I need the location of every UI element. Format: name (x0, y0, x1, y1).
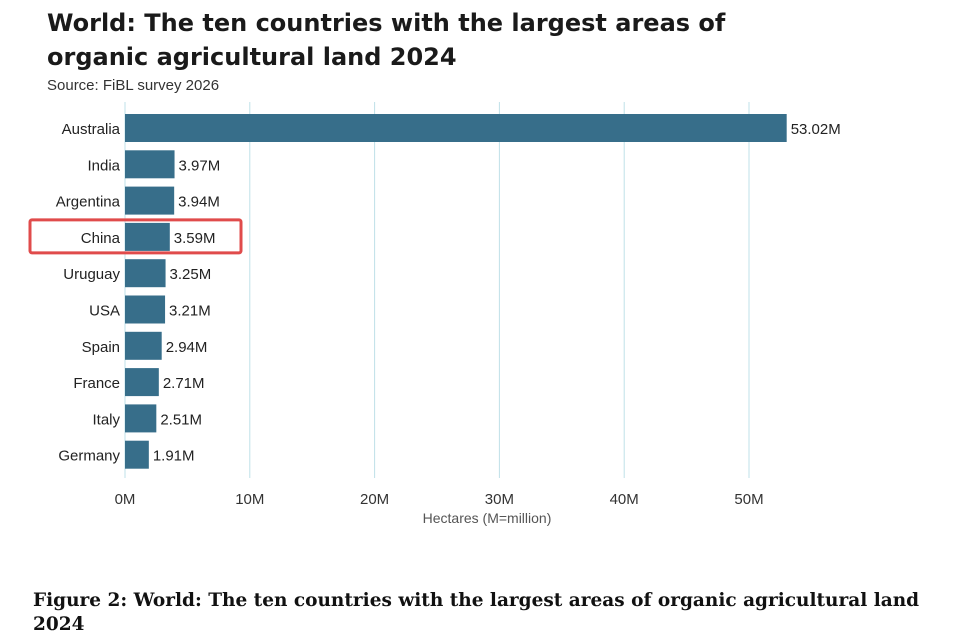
value-label: 3.25M (170, 266, 212, 283)
category-label: USA (89, 303, 120, 320)
category-label: Uruguay (63, 266, 120, 283)
x-axis-title: Hectares (M=million) (423, 510, 552, 526)
bar (125, 259, 166, 288)
bar (125, 295, 166, 324)
bar (125, 114, 787, 142)
category-label: France (73, 375, 120, 392)
category-label: China (81, 230, 121, 247)
category-label: Australia (62, 121, 121, 138)
category-label: Germany (58, 448, 120, 465)
bar (125, 368, 159, 397)
bar (125, 186, 175, 215)
x-tick-label: 40M (610, 491, 639, 508)
highlight-box (28, 218, 243, 255)
bar (125, 222, 170, 251)
figure-caption: Figure 2: World: The ten countries with … (33, 590, 920, 635)
category-label: Argentina (56, 194, 121, 211)
x-tick-label: 10M (235, 491, 264, 508)
bar (125, 331, 162, 360)
value-label: 3.97M (179, 157, 221, 174)
value-label: 3.94M (178, 194, 220, 211)
bar (125, 440, 149, 469)
chart-title: World: The ten countries with the larges… (47, 9, 726, 71)
category-label: India (87, 157, 120, 174)
value-label: 53.02M (791, 121, 841, 138)
x-tick-label: 50M (734, 491, 763, 508)
x-tick-label: 0M (115, 491, 136, 508)
category-label: Spain (82, 339, 120, 356)
value-label: 1.91M (153, 448, 195, 465)
value-label: 2.94M (166, 339, 208, 356)
value-label: 2.71M (163, 375, 205, 392)
x-tick-label: 30M (485, 491, 514, 508)
category-label: Italy (92, 411, 120, 428)
value-label: 3.59M (174, 230, 216, 247)
bar-chart: 0M 10M 20M 30M 40M 50M Australia 53.02M India 3.9… (28, 102, 841, 526)
chart-source: Source: FiBL survey 2026 (47, 77, 220, 94)
bar (125, 404, 157, 433)
x-tick-label: 20M (360, 491, 389, 508)
bar (125, 150, 175, 179)
value-label: 3.21M (169, 303, 211, 320)
value-label: 2.51M (160, 411, 202, 428)
